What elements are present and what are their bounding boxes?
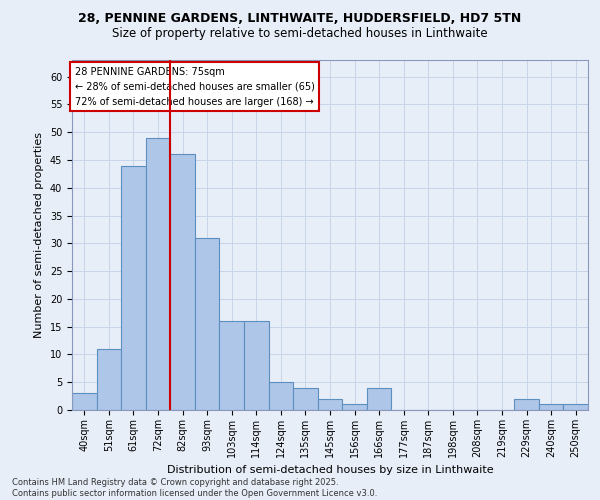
Bar <box>72 394 97 410</box>
Bar <box>318 399 342 410</box>
Bar <box>342 404 367 410</box>
Bar <box>539 404 563 410</box>
Bar <box>244 321 269 410</box>
Bar <box>514 399 539 410</box>
Bar <box>170 154 195 410</box>
Bar <box>195 238 220 410</box>
Bar <box>269 382 293 410</box>
Bar <box>146 138 170 410</box>
Bar <box>220 321 244 410</box>
Bar <box>367 388 391 410</box>
Text: Contains HM Land Registry data © Crown copyright and database right 2025.
Contai: Contains HM Land Registry data © Crown c… <box>12 478 377 498</box>
Text: 28, PENNINE GARDENS, LINTHWAITE, HUDDERSFIELD, HD7 5TN: 28, PENNINE GARDENS, LINTHWAITE, HUDDERS… <box>79 12 521 26</box>
Text: 28 PENNINE GARDENS: 75sqm
← 28% of semi-detached houses are smaller (65)
72% of : 28 PENNINE GARDENS: 75sqm ← 28% of semi-… <box>74 67 314 106</box>
Text: Size of property relative to semi-detached houses in Linthwaite: Size of property relative to semi-detach… <box>112 28 488 40</box>
Bar <box>563 404 588 410</box>
Bar <box>97 349 121 410</box>
Bar <box>293 388 318 410</box>
Bar <box>121 166 146 410</box>
Y-axis label: Number of semi-detached properties: Number of semi-detached properties <box>34 132 44 338</box>
X-axis label: Distribution of semi-detached houses by size in Linthwaite: Distribution of semi-detached houses by … <box>167 466 493 475</box>
